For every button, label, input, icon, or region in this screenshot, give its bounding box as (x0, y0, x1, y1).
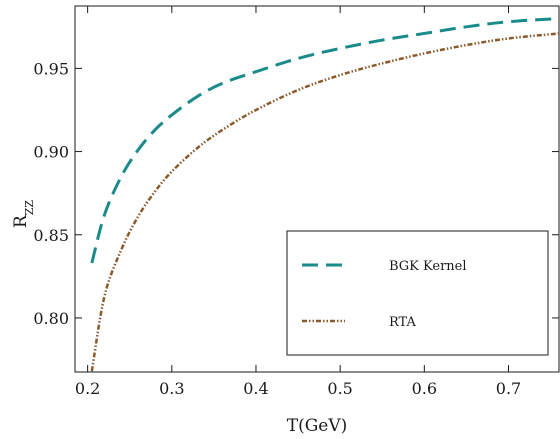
y-axis-label: RZZ (11, 200, 36, 228)
axis-labels: T(GeV) RZZ (11, 200, 347, 436)
series-layer (90, 16, 560, 372)
legend-label-rta: RTA (389, 315, 417, 330)
y-tick-label: 0.90 (33, 143, 69, 162)
x-axis-label: T(GeV) (287, 416, 348, 436)
y-axis-label-main: R (11, 214, 31, 228)
x-tick-label: 0.3 (159, 379, 184, 398)
y-tick-label: 0.80 (33, 309, 69, 328)
x-tick-label: 0.4 (243, 379, 268, 398)
y-axis-label-sub: ZZ (23, 200, 36, 216)
x-tick-label: 0.6 (412, 379, 437, 398)
y-tick-label: 0.85 (33, 226, 69, 245)
legend-label-bgk-kernel: BGK Kernel (389, 259, 467, 274)
plot-frame (74, 5, 560, 373)
axis-ticks: 0.2 0.3 0.4 0.5 0.6 0.7 0.80 0.85 0.90 0.95 (33, 6, 559, 398)
series-line-bgk-kernel (90, 16, 560, 264)
legend: BGK Kernel RTA (286, 230, 549, 356)
legend-box (286, 230, 549, 356)
x-tick-label: 0.5 (327, 379, 352, 398)
y-tick-label: 0.95 (33, 59, 69, 78)
x-tick-label: 0.2 (75, 379, 100, 398)
x-tick-label: 0.7 (496, 379, 521, 398)
series-line-rta (90, 32, 560, 372)
plot-area (74, 5, 560, 373)
